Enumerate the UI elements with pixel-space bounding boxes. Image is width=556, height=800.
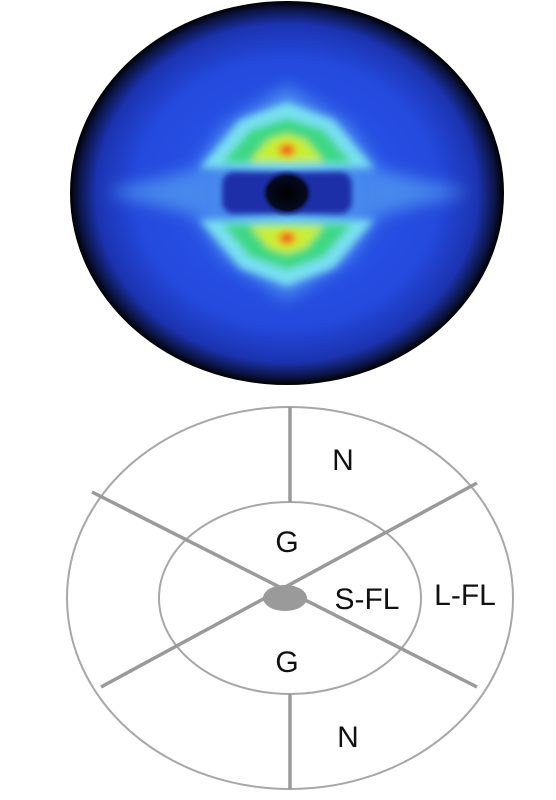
- beamstop: [259, 169, 315, 217]
- label-g-bottom: G: [275, 646, 298, 679]
- label-l-fl: L-FL: [434, 579, 496, 612]
- label-g-top: G: [275, 526, 298, 559]
- label-n-top: N: [332, 444, 354, 477]
- diffraction-pattern: [70, 1, 504, 385]
- lower-hotspot: [273, 227, 301, 249]
- label-n-bottom: N: [337, 721, 359, 754]
- label-s-fl: S-FL: [334, 583, 399, 616]
- center-dot: [263, 585, 307, 611]
- sector-schematic: N G S-FL L-FL G N: [67, 407, 513, 789]
- upper-hotspot: [273, 139, 301, 161]
